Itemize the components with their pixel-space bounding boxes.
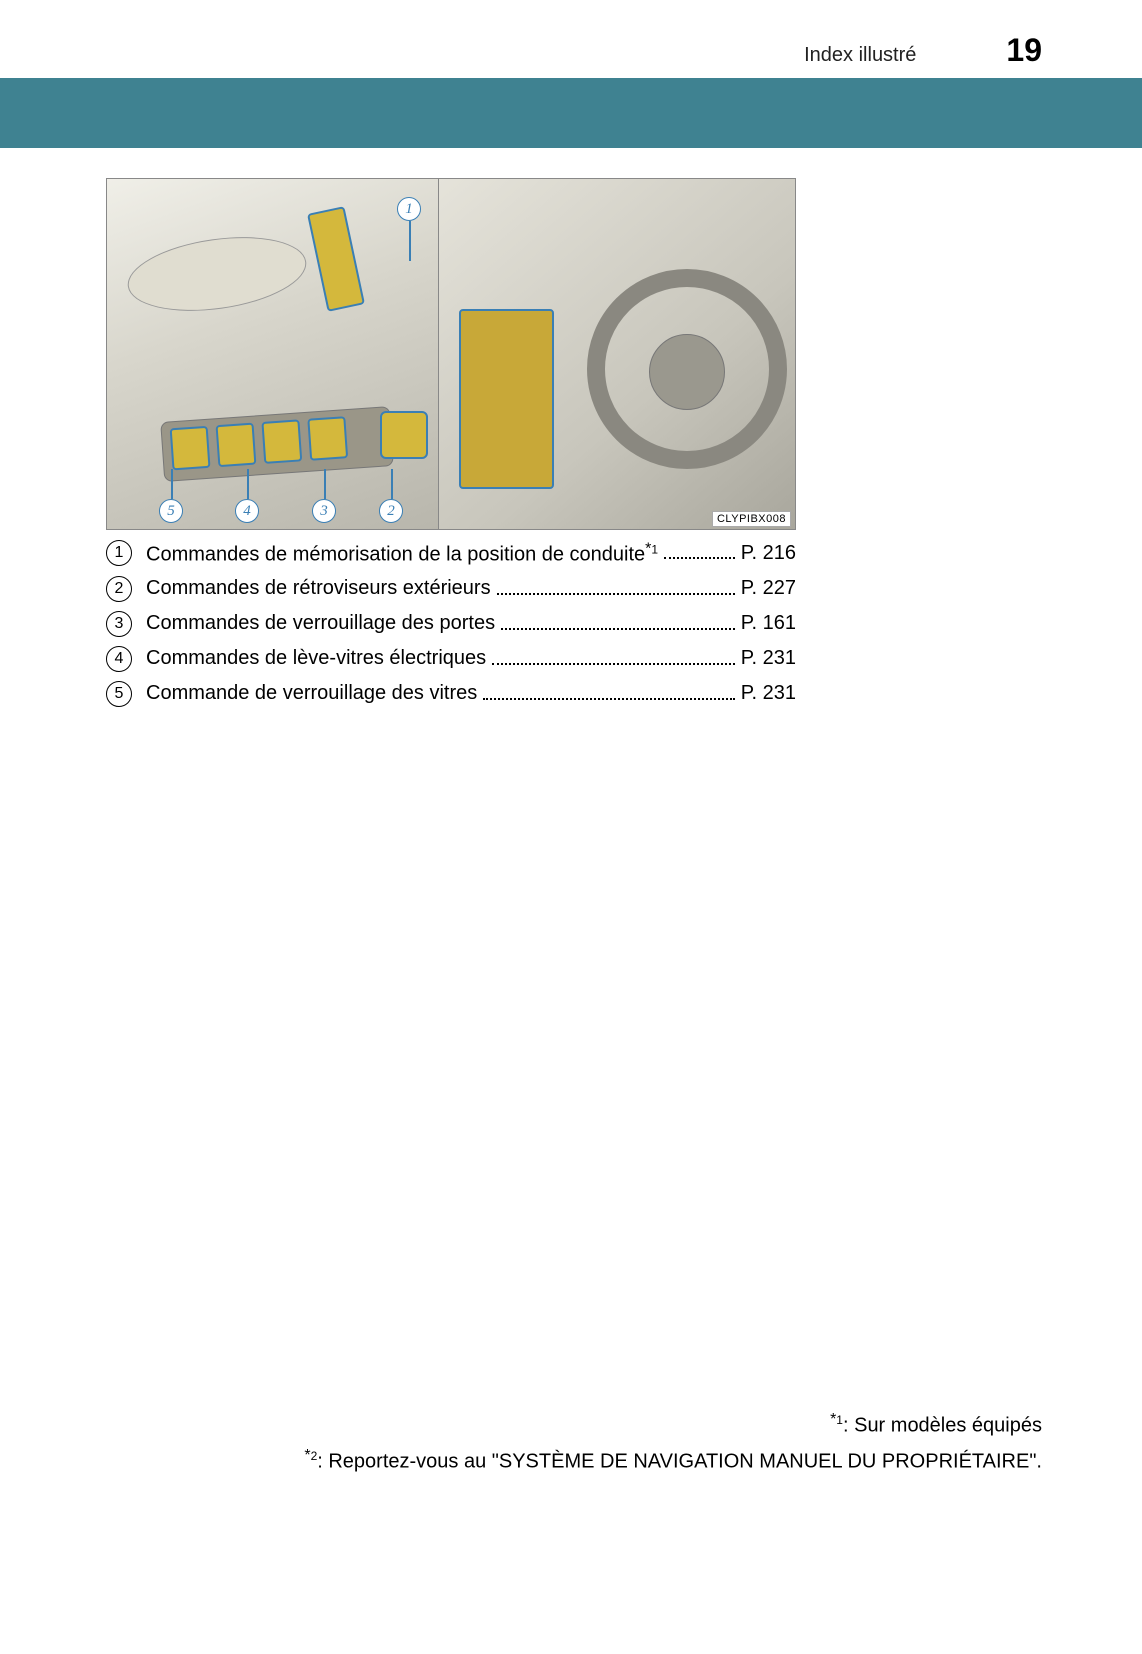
- legend-text-2: Commandes de rétroviseurs extérieurs: [146, 577, 491, 600]
- leader-dots: [664, 557, 735, 559]
- legend-page-5: P. 231: [741, 682, 796, 705]
- window-switch-2: [261, 419, 302, 464]
- legend-item-4: 4 Commandes de lève-vitres électriques P. …: [106, 646, 796, 672]
- window-switch-1: [216, 423, 257, 468]
- callout-3: 3: [312, 499, 336, 523]
- legend-item-2: 2 Commandes de rétroviseurs extérieurs P. …: [106, 576, 796, 602]
- memory-buttons-highlight: [307, 206, 365, 312]
- window-lock-btn: [170, 426, 211, 471]
- legend-number-1: 1: [106, 540, 132, 566]
- callout-line-1: [409, 221, 411, 261]
- callout-5: 5: [159, 499, 183, 523]
- legend-page-3: P. 161: [741, 612, 796, 635]
- legend-text-4: Commandes de lève-vitres électriques: [146, 647, 486, 670]
- callout-1: 1: [397, 197, 421, 221]
- steering-hub-shape: [649, 334, 725, 410]
- legend-page-2: P. 227: [741, 577, 796, 600]
- door-panel-closeup: [107, 179, 439, 530]
- legend-page-1: P. 216: [741, 542, 796, 565]
- mirror-control-highlight: [380, 411, 428, 459]
- legend-number-2: 2: [106, 576, 132, 602]
- callout-line-5: [171, 469, 173, 499]
- door-lock-switch: [307, 416, 348, 461]
- footnote-ref-1: *1: [645, 544, 658, 566]
- door-handle-shape: [123, 227, 311, 321]
- dashboard-context: [439, 179, 796, 530]
- legend-page-4: P. 231: [741, 647, 796, 670]
- legend-text-5: Commande de verrouillage des vitres: [146, 682, 477, 705]
- footnote-1: *1: Sur modèles équipés: [120, 1411, 1042, 1438]
- leader-dots: [492, 663, 735, 665]
- leader-dots: [483, 698, 734, 700]
- legend-item-5: 5 Commande de verrouillage des vitres P. 2…: [106, 681, 796, 707]
- legend-number-5: 5: [106, 681, 132, 707]
- legend-item-3: 3 Commandes de verrouillage des portes P. …: [106, 611, 796, 637]
- legend-number-4: 4: [106, 646, 132, 672]
- callout-line-3: [324, 469, 326, 499]
- page-header: Index illustré 19: [804, 32, 1042, 69]
- footnote-2: *2: Reportez-vous au "SYSTÈME DE NAVIGAT…: [120, 1447, 1042, 1474]
- footnotes: *1: Sur modèles équipés *2: Reportez-vous…: [120, 1401, 1042, 1474]
- callout-line-2: [391, 469, 393, 499]
- legend-number-3: 3: [106, 611, 132, 637]
- legend-list: 1 Commandes de mémorisation de la positio…: [106, 540, 796, 716]
- page-number: 19: [1006, 32, 1042, 69]
- leader-dots: [501, 628, 735, 630]
- legend-text-1: Commandes de mémorisation de la position…: [146, 540, 658, 567]
- callout-line-4: [247, 469, 249, 499]
- legend-text-3: Commandes de verrouillage des portes: [146, 612, 495, 635]
- header-bar: [0, 78, 1142, 148]
- section-title: Index illustré: [804, 44, 916, 67]
- image-reference-code: CLYPIBX008: [712, 511, 791, 527]
- callout-4: 4: [235, 499, 259, 523]
- illustration-panel: 1 5 4 3 2 CLYPIBX008: [106, 178, 796, 530]
- door-switch-cluster: [160, 406, 394, 482]
- callout-2: 2: [379, 499, 403, 523]
- legend-item-1: 1 Commandes de mémorisation de la positio…: [106, 540, 796, 567]
- leader-dots: [497, 593, 735, 595]
- door-panel-highlight: [459, 309, 554, 489]
